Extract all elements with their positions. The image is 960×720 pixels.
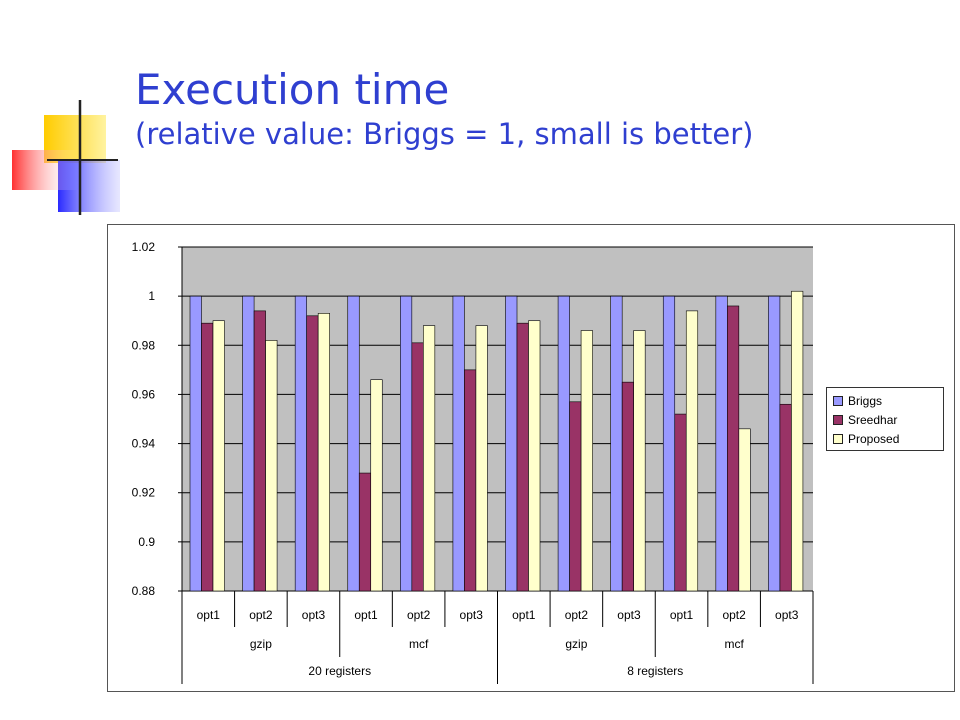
bar-sreedhar bbox=[779, 403, 792, 592]
y-tick-label: 0.92 bbox=[132, 486, 156, 500]
x-tick-label: opt3 bbox=[460, 608, 484, 622]
bar-briggs bbox=[768, 295, 781, 592]
bar-sreedhar bbox=[358, 472, 372, 592]
bar-briggs bbox=[347, 295, 360, 592]
bar-briggs bbox=[715, 295, 728, 592]
bar-sreedhar bbox=[674, 413, 687, 592]
bar-proposed bbox=[791, 290, 804, 592]
x-tick-label: opt3 bbox=[302, 608, 326, 622]
y-tick-label: 0.96 bbox=[132, 387, 156, 401]
y-tick-label: 0.94 bbox=[132, 437, 156, 451]
bar-proposed bbox=[633, 330, 646, 592]
y-tick-label: 0.88 bbox=[132, 584, 156, 598]
slide-decoration bbox=[12, 100, 120, 215]
bar-proposed bbox=[580, 330, 593, 592]
bar-proposed bbox=[317, 313, 330, 592]
bar-proposed bbox=[212, 320, 225, 592]
x-group-label: mcf bbox=[724, 637, 744, 651]
bar-briggs bbox=[452, 295, 465, 592]
x-tick-label: opt3 bbox=[617, 608, 641, 622]
x-tick-label: opt2 bbox=[722, 608, 746, 622]
x-group-label: mcf bbox=[409, 637, 429, 651]
bar-briggs bbox=[610, 295, 623, 592]
x-supergroup-label: 20 registers bbox=[308, 664, 371, 678]
x-supergroup-label: 8 registers bbox=[627, 664, 683, 678]
plot-area bbox=[182, 247, 813, 591]
bar-sreedhar bbox=[516, 322, 529, 592]
y-tick-label: 1.02 bbox=[132, 240, 156, 254]
bar-sreedhar bbox=[411, 342, 424, 592]
bar-briggs bbox=[400, 295, 413, 592]
bar-sreedhar bbox=[727, 305, 740, 592]
x-tick-label: opt3 bbox=[775, 608, 799, 622]
title-block: Execution time (relative value: Briggs =… bbox=[135, 66, 753, 154]
legend-label-proposed: Proposed bbox=[848, 431, 900, 446]
x-group-label: gzip bbox=[250, 637, 272, 651]
bar-proposed bbox=[475, 325, 488, 592]
x-tick-label: opt1 bbox=[512, 608, 536, 622]
slide-subtitle: (relative value: Briggs = 1, small is be… bbox=[135, 117, 754, 151]
x-tick-label: opt1 bbox=[670, 608, 694, 622]
bar-sreedhar bbox=[621, 381, 634, 592]
bar-briggs bbox=[294, 295, 307, 592]
legend-swatch-briggs bbox=[833, 395, 843, 406]
bar-briggs bbox=[242, 295, 255, 592]
x-tick-label: opt1 bbox=[354, 608, 378, 622]
x-group-label: gzip bbox=[565, 637, 587, 651]
y-tick-label: 0.98 bbox=[132, 338, 156, 352]
bar-proposed bbox=[685, 310, 699, 592]
bar-sreedhar bbox=[464, 369, 477, 592]
bar-sreedhar bbox=[253, 310, 266, 592]
bar-proposed bbox=[423, 325, 436, 592]
y-tick-label: 0.9 bbox=[138, 535, 155, 549]
x-tick-label: opt1 bbox=[197, 608, 221, 622]
bar-proposed bbox=[738, 428, 751, 592]
chart-legend: Briggs Sreedhar Proposed bbox=[826, 387, 944, 451]
legend-swatch-proposed bbox=[833, 433, 843, 444]
x-tick-label: opt2 bbox=[565, 608, 589, 622]
bar-sreedhar bbox=[569, 401, 582, 592]
x-tick-label: opt2 bbox=[407, 608, 431, 622]
legend-item-sreedhar: Sreedhar bbox=[833, 410, 943, 429]
y-tick-label: 1 bbox=[148, 289, 155, 303]
legend-item-briggs: Briggs bbox=[833, 391, 943, 410]
legend-swatch-sreedhar bbox=[833, 414, 843, 425]
bar-briggs bbox=[557, 295, 570, 592]
bar-proposed bbox=[370, 379, 383, 592]
bar-briggs bbox=[662, 295, 676, 592]
x-tick-label: opt2 bbox=[249, 608, 273, 622]
legend-label-briggs: Briggs bbox=[848, 393, 883, 408]
legend-item-proposed: Proposed bbox=[833, 429, 943, 448]
bar-proposed bbox=[528, 320, 541, 592]
bar-proposed bbox=[265, 340, 278, 592]
bar-sreedhar bbox=[201, 322, 214, 592]
bar-briggs bbox=[189, 295, 202, 592]
legend-label-sreedhar: Sreedhar bbox=[848, 412, 898, 427]
bar-sreedhar bbox=[306, 315, 319, 592]
slide-title: Execution time bbox=[135, 65, 450, 114]
bar-briggs bbox=[505, 295, 518, 592]
